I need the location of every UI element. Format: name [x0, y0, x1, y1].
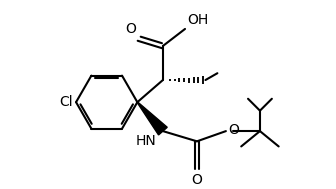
Polygon shape	[137, 102, 167, 135]
Text: O: O	[228, 123, 239, 137]
Text: Cl: Cl	[60, 95, 73, 109]
Text: HN: HN	[136, 134, 157, 148]
Text: O: O	[192, 173, 202, 187]
Text: O: O	[125, 22, 136, 36]
Text: OH: OH	[187, 13, 208, 27]
